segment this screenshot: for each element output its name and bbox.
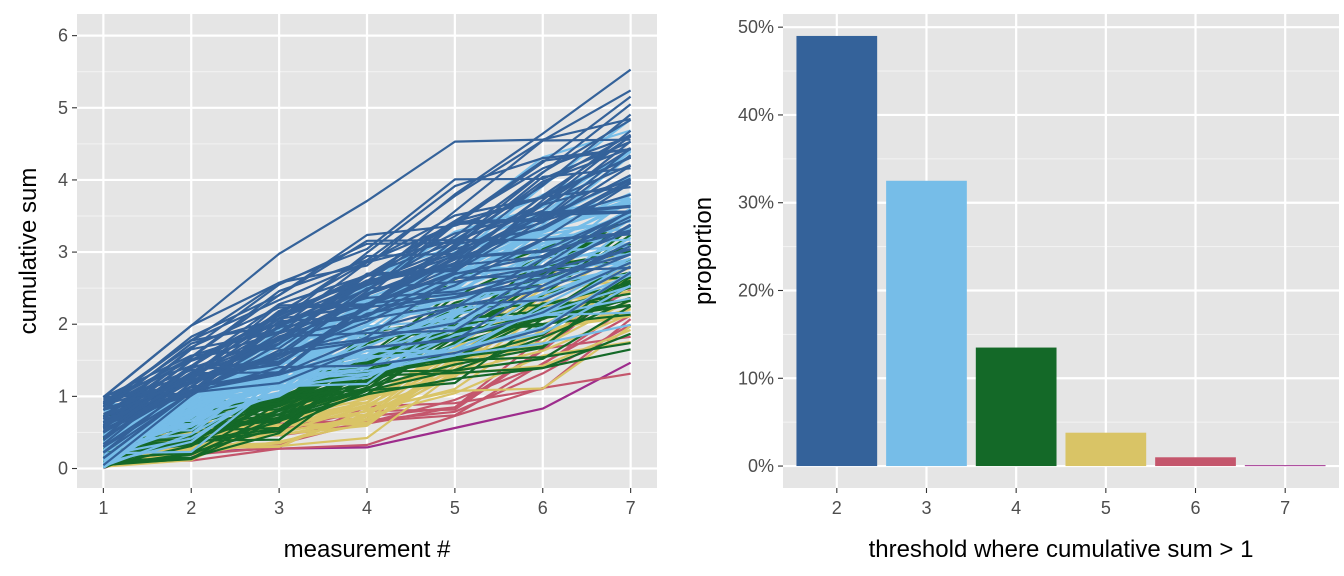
series-line-threshold-3 — [103, 197, 632, 432]
bar-threshold-4 — [975, 347, 1057, 467]
y-tick-label: 6 — [58, 26, 68, 46]
x-tick-label: 2 — [832, 498, 842, 518]
bar-chart-axes: 0% 10% 20% 30% 40% 50% 2 3 4 5 6 7 — [738, 17, 1290, 518]
series-line-threshold-2 — [102, 147, 632, 439]
x-tick-label: 4 — [362, 498, 372, 518]
y-tick-label: 2 — [58, 314, 68, 334]
line-chart: 0 1 2 3 4 5 6 1 2 3 4 5 6 7 measurement # cumulative … — [15, 14, 657, 563]
bar-threshold-3 — [886, 180, 967, 467]
y-tick-label: 5 — [58, 98, 68, 118]
y-tick-label: 3 — [58, 242, 68, 262]
series-line-threshold-2 — [103, 231, 631, 406]
series-line-threshold-3 — [103, 211, 632, 428]
x-tick-label: 2 — [186, 498, 196, 518]
x-tick-label: 4 — [1011, 498, 1021, 518]
series-line-threshold-5 — [103, 325, 632, 456]
y-tick-label: 10% — [738, 368, 774, 388]
y-tick-label: 40% — [738, 105, 774, 125]
series-line-threshold-2 — [102, 113, 632, 408]
x-tick-label: 1 — [98, 498, 108, 518]
series-line-threshold-2 — [103, 253, 631, 401]
bar-chart: 0% 10% 20% 30% 40% 50% 2 3 4 5 6 7 threshold where … — [690, 14, 1339, 563]
y-tick-label: 4 — [58, 170, 68, 190]
line-chart-series — [102, 68, 632, 470]
bar-threshold-5 — [1065, 432, 1147, 467]
series-line-threshold-3 — [103, 274, 632, 446]
series-line-threshold-3 — [103, 284, 632, 452]
x-tick-label: 6 — [1191, 498, 1201, 518]
y-tick-label: 50% — [738, 17, 774, 37]
bar-threshold-2 — [796, 35, 878, 467]
x-tick-label: 3 — [921, 498, 931, 518]
y-tick-label: 1 — [58, 386, 68, 406]
x-tick-label: 6 — [538, 498, 548, 518]
x-axis-title: measurement # — [284, 536, 451, 563]
x-tick-label: 7 — [1280, 498, 1290, 518]
y-tick-label: 20% — [738, 281, 774, 301]
bar-chart-bars — [796, 35, 1326, 467]
series-line-threshold-3 — [103, 260, 632, 464]
y-axis-title: proportion — [690, 197, 717, 305]
y-tick-label: 0% — [748, 456, 774, 476]
line-chart-axes: 0 1 2 3 4 5 6 1 2 3 4 5 6 7 — [58, 26, 636, 518]
bar-threshold-6 — [1155, 457, 1236, 467]
y-tick-label: 30% — [738, 193, 774, 213]
x-tick-label: 7 — [626, 498, 636, 518]
bar-threshold-7 — [1244, 465, 1326, 467]
y-tick-label: 0 — [58, 459, 68, 479]
series-line-threshold-2 — [102, 89, 632, 419]
series-line-threshold-2 — [102, 210, 632, 447]
y-axis-title: cumulative sum — [15, 168, 42, 335]
series-line-threshold-2 — [102, 261, 632, 434]
x-tick-label: 5 — [1101, 498, 1111, 518]
x-tick-label: 5 — [450, 498, 460, 518]
x-tick-label: 3 — [274, 498, 284, 518]
series-line-threshold-4 — [103, 273, 632, 467]
series-line-threshold-2 — [102, 103, 632, 418]
x-axis-title: threshold where cumulative sum > 1 — [869, 536, 1254, 563]
series-line-threshold-2 — [102, 147, 632, 418]
